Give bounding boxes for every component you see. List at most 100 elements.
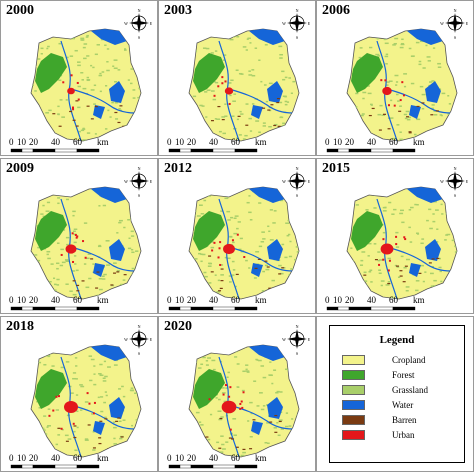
barren-patch [219, 417, 223, 420]
grassland-patch [426, 56, 431, 58]
urban-patch [76, 235, 79, 238]
grassland-patch [202, 30, 205, 33]
grassland-patch [142, 104, 144, 106]
grassland-patch [365, 209, 369, 211]
grassland-patch [433, 279, 437, 282]
grassland-patch [230, 274, 235, 276]
grassland-patch [216, 349, 221, 352]
grassland-patch [136, 120, 140, 122]
grassland-patch [285, 425, 289, 428]
scale-segment [190, 306, 214, 311]
grassland-patch [360, 259, 364, 262]
grassland-patch [219, 451, 224, 453]
legend-label: Barren [392, 415, 417, 425]
grassland-patch [99, 72, 102, 75]
grassland-patch [295, 110, 298, 113]
grassland-patch [233, 232, 238, 235]
grassland-patch [46, 426, 49, 428]
grassland-patch [227, 371, 230, 374]
scale-label: 60 [231, 137, 240, 147]
grassland-patch [293, 290, 297, 292]
grassland-patch [300, 279, 303, 281]
compass-letter: N [454, 8, 457, 13]
grassland-patch [60, 190, 65, 193]
barren-patch [221, 119, 225, 121]
grassland-patch [440, 280, 443, 283]
barren-patch [45, 132, 49, 134]
barren-patch [399, 270, 403, 272]
legend-swatch-forest [342, 370, 365, 380]
scale-label: 40 [209, 137, 218, 147]
river [70, 404, 136, 430]
grassland-patch [195, 50, 198, 52]
grassland-patch [80, 72, 84, 74]
grassland-patch [116, 232, 119, 234]
grassland-patch [271, 143, 275, 145]
grassland-patch [58, 42, 62, 45]
grassland-patch [200, 363, 204, 366]
urban-patch [211, 249, 214, 252]
grassland-patch [137, 66, 141, 68]
grassland-patch [301, 346, 303, 348]
grassland-patch [193, 198, 198, 201]
grassland-patch [394, 74, 399, 77]
barren-patch [218, 290, 222, 292]
scale-segment [76, 464, 100, 469]
barren-patch [96, 271, 100, 273]
grassland-patch [247, 420, 250, 422]
grassland-patch [424, 271, 427, 273]
grassland-patch [112, 262, 117, 264]
map-panel-2003: N E S W 2003 0 10 20 40 60 km [158, 0, 316, 156]
grassland-patch [352, 108, 356, 110]
urban-patch [395, 235, 398, 238]
grassland-patch [123, 226, 126, 229]
grassland-patch [260, 408, 265, 411]
grassland-patch [207, 132, 211, 135]
grassland-patch [122, 419, 126, 421]
grassland-patch [431, 132, 435, 135]
grassland-patch [66, 243, 69, 246]
grassland-patch [83, 57, 87, 60]
grassland-patch [415, 41, 420, 44]
grassland-patch [294, 110, 298, 112]
river [228, 246, 294, 272]
compass-letter: W [282, 337, 286, 342]
grassland-patch [193, 210, 197, 213]
grassland-patch [98, 288, 103, 291]
grassland-patch [229, 94, 232, 97]
grassland-patch [203, 271, 207, 274]
barren-patch [242, 448, 246, 451]
barren-patch [219, 287, 223, 289]
river [228, 88, 294, 114]
grassland-patch [361, 251, 366, 253]
urban-patch [240, 400, 243, 403]
grassland-patch [113, 67, 118, 70]
grassland-patch [363, 280, 368, 282]
legend-swatch-grassland [342, 385, 365, 395]
grassland-patch [246, 38, 249, 40]
grassland-patch [397, 100, 400, 102]
grassland-patch [72, 372, 77, 374]
grassland-patch [275, 134, 278, 137]
grassland-patch [98, 244, 101, 247]
grassland-patch [31, 70, 35, 72]
grassland-patch [421, 93, 426, 96]
grassland-patch [222, 448, 226, 450]
grassland-patch [273, 369, 277, 371]
grassland-patch [132, 375, 135, 377]
barren-patch [73, 425, 77, 427]
compass-letter: W [282, 21, 286, 26]
grassland-patch [130, 235, 135, 237]
grassland-patch [264, 441, 268, 444]
scale-segment [54, 306, 78, 311]
grassland-patch [31, 211, 35, 214]
grassland-patch [198, 421, 202, 423]
grassland-patch [59, 350, 63, 353]
grassland-patch [50, 263, 54, 265]
grassland-patch [280, 428, 285, 430]
grassland-patch [276, 29, 279, 31]
grassland-patch [40, 47, 44, 50]
grassland-patch [65, 260, 70, 262]
land-use-map: N E S W [326, 8, 469, 153]
urban-patch [218, 247, 221, 250]
